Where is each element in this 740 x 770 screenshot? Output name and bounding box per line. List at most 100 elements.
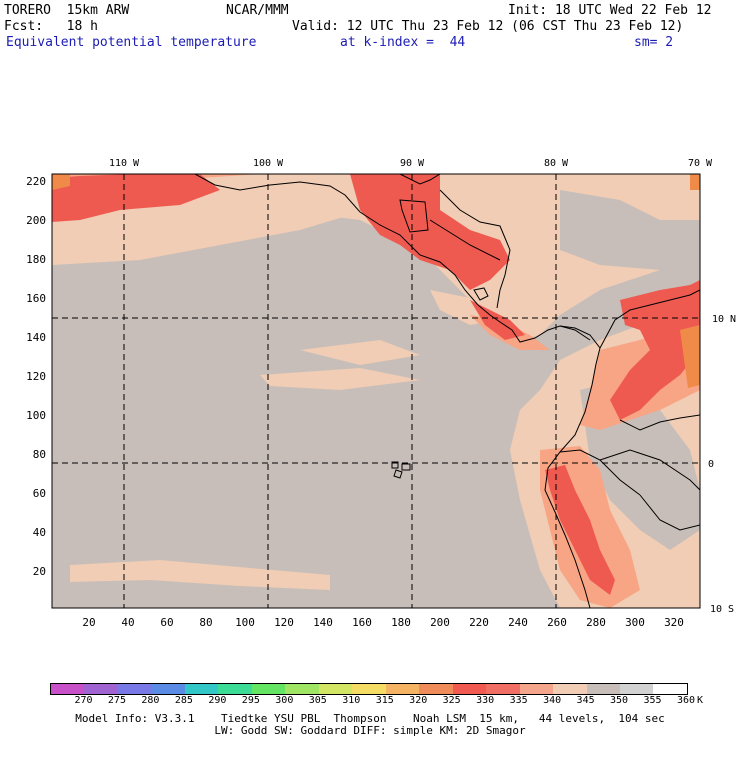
caribbean-coast (399, 174, 511, 309)
colorbar-swatch (117, 684, 152, 694)
x-tick: 60 (160, 616, 173, 629)
colorbar-label: 310 (342, 695, 361, 706)
warm-region-west (52, 205, 360, 265)
colorbar-swatch (519, 684, 554, 694)
x-tick: 20 (82, 616, 95, 629)
lat-label: 0 (708, 459, 714, 470)
graticule (52, 174, 700, 608)
colorbar-label: 350 (610, 695, 629, 706)
colorbar-swatch (653, 684, 687, 694)
colorbar-swatch (586, 684, 620, 694)
smoothing-info: sm= 2 (634, 35, 674, 50)
mexico-coast (194, 174, 591, 343)
map-frame (51, 173, 701, 609)
x-tick: 160 (352, 616, 372, 629)
y-tick: 160 (26, 292, 46, 305)
warm-patch (300, 340, 420, 365)
colorbar-label: 360 (676, 695, 696, 706)
colorbar-label: 305 (308, 695, 327, 706)
x-tick: 40 (121, 616, 134, 629)
colorbar-swatch (51, 684, 85, 694)
colorbar-label: 275 (107, 695, 126, 706)
colorbar-swatch (151, 684, 185, 694)
x-tick: 120 (274, 616, 294, 629)
x-tick: 180 (391, 616, 411, 629)
brazil-border (639, 494, 700, 531)
coastlines (194, 174, 700, 608)
y-tick: 80 (33, 448, 46, 461)
colorbar-label: 280 (141, 695, 160, 706)
colorbar (50, 683, 688, 695)
peru-border (599, 449, 700, 491)
map-panel: 110 W 100 W 90 W 80 W 70 W (26, 158, 736, 629)
valid-time: Valid: 12 UTC Thu 23 Feb 12 (06 CST Thu … (292, 19, 684, 34)
x-tick: 320 (664, 616, 684, 629)
model-info-line1: Model Info: V3.3.1 Tiedtke YSU PBL Thomp… (75, 712, 665, 725)
colorbar-label: 320 (409, 695, 428, 706)
y-tick: 200 (26, 214, 46, 227)
colorbar-label: 335 (509, 695, 528, 706)
y-tick: 140 (26, 331, 46, 344)
forecast-hour: Fcst: 18 h (4, 19, 98, 34)
colorbar-label: 270 (74, 695, 93, 706)
x-tick: 220 (469, 616, 489, 629)
x-tick: 100 (235, 616, 255, 629)
colorbar-label: 355 (643, 695, 662, 706)
colorbar-label: 295 (241, 695, 260, 706)
south-america-coast (544, 363, 597, 608)
lat-label: 10 S (710, 604, 734, 615)
hot-spot (690, 174, 700, 190)
y-tick: 120 (26, 370, 46, 383)
colorbar-swatch (218, 684, 252, 694)
colorbar-swatch (385, 684, 420, 694)
high-region-central-america (350, 174, 510, 290)
nicaragua-lake (473, 287, 489, 301)
level-info: at k-index = 44 (340, 35, 466, 50)
colorbar-swatch (184, 684, 219, 694)
model-info-line2: LW: Godd SW: Goddard DIFF: simple KM: 2D… (214, 724, 526, 737)
colorbar-label: 285 (174, 695, 193, 706)
x-tick: 140 (313, 616, 333, 629)
warm-patch (70, 560, 330, 590)
colorbar-swatch (452, 684, 487, 694)
y-axis-ticks: 220 200 180 160 140 120 100 80 60 40 20 (26, 175, 46, 578)
organization: NCAR/MMM (226, 3, 289, 18)
border-honduras (429, 219, 501, 261)
cool-region-north (560, 190, 700, 270)
high-region-andes (545, 465, 615, 595)
border-panama (559, 325, 601, 365)
colorbar-swatch (251, 684, 286, 694)
colorbar-label: 345 (576, 695, 595, 706)
colorbar-swatch (419, 684, 453, 694)
colorbar-label: 290 (208, 695, 227, 706)
x-tick: 300 (625, 616, 645, 629)
colorbar-swatch (84, 684, 118, 694)
border-guatemala (399, 199, 429, 233)
y-tick: 100 (26, 409, 46, 422)
colorbar-swatch (352, 684, 386, 694)
x-tick: 280 (586, 616, 606, 629)
x-tick: 240 (508, 616, 528, 629)
lon-label: 100 W (253, 158, 284, 169)
colorbar-label: 325 (442, 695, 461, 706)
warm-region-north (52, 174, 700, 608)
lat-label: 10 N (712, 314, 736, 325)
lon-label: 110 W (109, 158, 140, 169)
colorbar-label: 315 (375, 695, 394, 706)
lon-labels: 110 W 100 W 90 W 80 W 70 W (109, 158, 713, 169)
lon-label: 80 W (544, 158, 569, 169)
high-region-venezuela (610, 280, 700, 420)
hot-spot (680, 325, 700, 388)
colorbar-swatch (619, 684, 654, 694)
y-tick: 40 (33, 526, 46, 539)
colorbar-label: 300 (275, 695, 294, 706)
y-tick: 180 (26, 253, 46, 266)
colorbar-swatch (553, 684, 587, 694)
x-axis-ticks: 20 40 60 80 100 120 140 160 180 200 220 … (82, 616, 684, 629)
colorbar-label: 330 (476, 695, 495, 706)
high-region-pacific (52, 174, 220, 222)
y-tick: 60 (33, 487, 46, 500)
colorbar-label: 340 (543, 695, 562, 706)
x-tick: 80 (199, 616, 212, 629)
y-tick: 20 (33, 565, 46, 578)
